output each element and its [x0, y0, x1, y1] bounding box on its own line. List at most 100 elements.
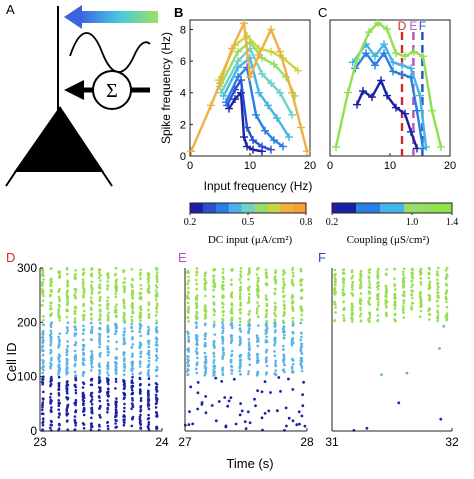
spike-dot [196, 391, 200, 395]
spike-dot [106, 367, 109, 370]
spike-dot [90, 409, 94, 412]
spike-dot [221, 318, 225, 321]
spike-dot [290, 278, 294, 282]
spike-dot [57, 375, 61, 379]
spike-dot [122, 285, 125, 288]
spike-dot [65, 348, 69, 351]
spike-dot [40, 349, 44, 352]
spike-dot [358, 278, 362, 282]
spike-dot [384, 300, 388, 304]
spike-dot [351, 294, 355, 297]
spike-dot [114, 330, 118, 334]
spike-dot [239, 297, 242, 301]
spike-dot [41, 339, 45, 342]
spike-dot [89, 422, 93, 426]
spike-dot [221, 342, 224, 345]
spike-dot [350, 285, 354, 289]
spike-dot [155, 271, 159, 274]
spike-dot [265, 320, 269, 324]
panel-label-f: F [318, 250, 326, 265]
spike-dot [155, 426, 159, 430]
spike-dot [273, 318, 277, 322]
spike-dot [73, 355, 77, 359]
spike-dot [283, 310, 286, 314]
spike-dot [114, 409, 118, 412]
spike-dot [98, 353, 101, 356]
spike-dot [187, 286, 190, 290]
spike-dot [273, 308, 277, 312]
spike-dot [265, 348, 269, 352]
spike-dot [147, 421, 151, 424]
spike-dot [155, 291, 159, 295]
spike-dot [74, 325, 77, 329]
spike-dot [155, 276, 159, 279]
spike-dot [291, 320, 295, 323]
spike-dot [66, 297, 69, 301]
spike-dot [114, 362, 117, 365]
spike-dot [444, 297, 448, 300]
spike-dot [222, 277, 225, 281]
spike-dot [131, 397, 134, 400]
spike-dot [282, 300, 286, 303]
spike-dot [130, 365, 134, 368]
spike-dot [57, 360, 61, 364]
spike-dot [191, 422, 195, 426]
spike-dot [230, 336, 234, 340]
spike-dot [41, 378, 45, 381]
spike-dot [57, 387, 61, 391]
spike-dot [265, 356, 268, 359]
spike-dot [115, 411, 118, 415]
spike-dot [385, 306, 388, 309]
spike-dot [123, 277, 127, 280]
spike-dot [221, 339, 225, 342]
spike-dot [281, 273, 285, 277]
spike-dot [98, 317, 101, 321]
spike-dot [221, 357, 224, 360]
spike-dot [106, 328, 109, 332]
spike-dot [419, 293, 422, 296]
spike-dot [131, 289, 135, 293]
spike-dot [123, 340, 126, 344]
colorbar-coupling-tick-label: 1.4 [446, 217, 459, 228]
spike-dot [239, 267, 243, 270]
spike-dot [239, 361, 242, 364]
spike-dot [147, 342, 151, 346]
spike-dot [42, 412, 45, 416]
spike-dot [186, 373, 189, 377]
panel-b-series [187, 19, 311, 156]
spike-dot [147, 403, 150, 406]
spike-dot [40, 303, 44, 307]
spike-dot [384, 272, 388, 276]
colorbar-coupling-tick-label: 0.2 [326, 217, 339, 228]
spike-dot [65, 353, 69, 357]
spike-dot [131, 307, 134, 310]
spike-dot [291, 274, 295, 278]
spike-dot [401, 309, 405, 312]
spike-dot [107, 394, 110, 398]
spike-dot [74, 305, 77, 309]
spike-dot [291, 308, 295, 311]
spike-dot [256, 344, 260, 348]
spike-dot [204, 294, 207, 298]
spike-dot [187, 297, 190, 300]
spike-dot [265, 302, 269, 306]
spike-dot [147, 301, 150, 304]
spike-dot [393, 294, 397, 297]
spike-dot [401, 270, 405, 274]
spike-dot [50, 356, 53, 360]
spike-dot [42, 368, 45, 372]
spike-dot [247, 301, 250, 305]
spike-dot [281, 348, 285, 352]
spike-dot [65, 315, 69, 319]
spike-dot [385, 314, 388, 318]
spike-dot [239, 402, 243, 405]
raster-panel-f: 31 32 [325, 266, 459, 449]
spike-dot [385, 268, 389, 271]
spike-dot [274, 282, 278, 285]
spike-dot [230, 283, 233, 286]
spike-dot [287, 377, 290, 381]
spike-dot [138, 372, 141, 376]
spike-dot [274, 364, 277, 368]
shared-xlabel-bc: Input frequency (Hz) [204, 179, 313, 193]
